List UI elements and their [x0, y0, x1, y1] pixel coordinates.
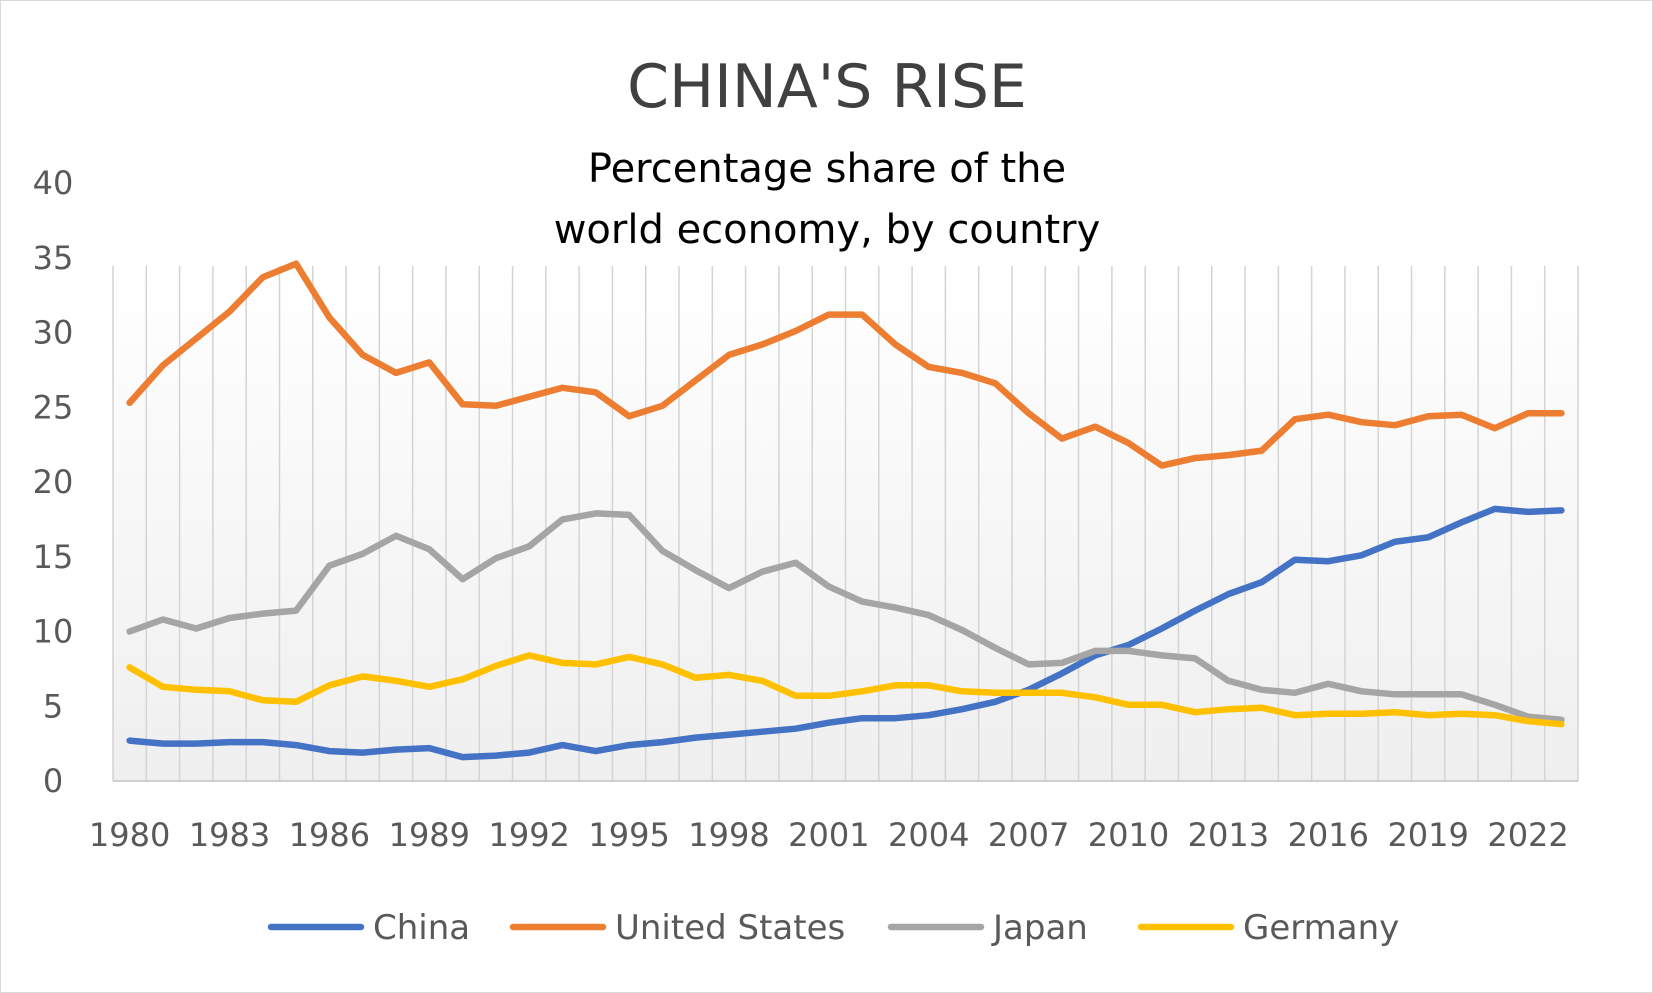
legend-label-china: China	[373, 908, 470, 948]
legend: China United States Japan Germany	[267, 908, 1399, 948]
x-tick-label: 2007	[988, 816, 1069, 854]
y-tick-label: 20	[33, 463, 74, 501]
series-line-china	[126, 505, 1565, 761]
x-tick-label: 1986	[289, 816, 370, 854]
y-tick-label: 0	[43, 762, 63, 800]
y-tick-label: 25	[33, 388, 74, 426]
x-tick-label: 2013	[1188, 816, 1269, 854]
legend-label-germany: Germany	[1243, 908, 1399, 948]
x-tick-label: 1980	[89, 816, 170, 854]
series-line-germany	[126, 652, 1565, 728]
series-line-japan	[126, 510, 1565, 723]
legend-label-japan: Japan	[991, 908, 1088, 948]
chart-subtitle-line-2: world economy, by country	[554, 207, 1101, 253]
series-lines	[126, 260, 1565, 761]
legend-label-united-states: United States	[615, 908, 845, 948]
x-tick-label: 2004	[888, 816, 969, 854]
y-tick-label: 5	[43, 687, 63, 725]
series-line-united-states	[126, 260, 1565, 469]
x-tick-label: 2022	[1487, 816, 1568, 854]
y-tick-label: 30	[33, 314, 74, 352]
x-tick-label: 1983	[189, 816, 270, 854]
chart-subtitle-line-1: Percentage share of the	[588, 146, 1066, 192]
x-tick-label: 2010	[1088, 816, 1169, 854]
y-axis-tick-labels: 0 5 10 15 20 25 30 35 40	[33, 164, 74, 800]
x-axis-tick-labels: 1980 1983 1986 1989 1992 1995 1998 2001 2004 2007…	[89, 816, 1569, 854]
x-tick-label: 1995	[588, 816, 669, 854]
y-tick-label: 35	[33, 239, 74, 277]
y-tick-label: 15	[33, 538, 74, 576]
x-tick-label: 2019	[1387, 816, 1468, 854]
y-tick-label: 10	[33, 613, 74, 651]
x-tick-label: 1989	[389, 816, 470, 854]
x-tick-label: 1992	[488, 816, 569, 854]
x-tick-label: 2001	[788, 816, 869, 854]
y-tick-label: 40	[33, 164, 74, 202]
chart-title: CHINA'S RISE	[627, 52, 1027, 122]
x-tick-label: 1998	[688, 816, 769, 854]
x-tick-label: 2016	[1288, 816, 1369, 854]
